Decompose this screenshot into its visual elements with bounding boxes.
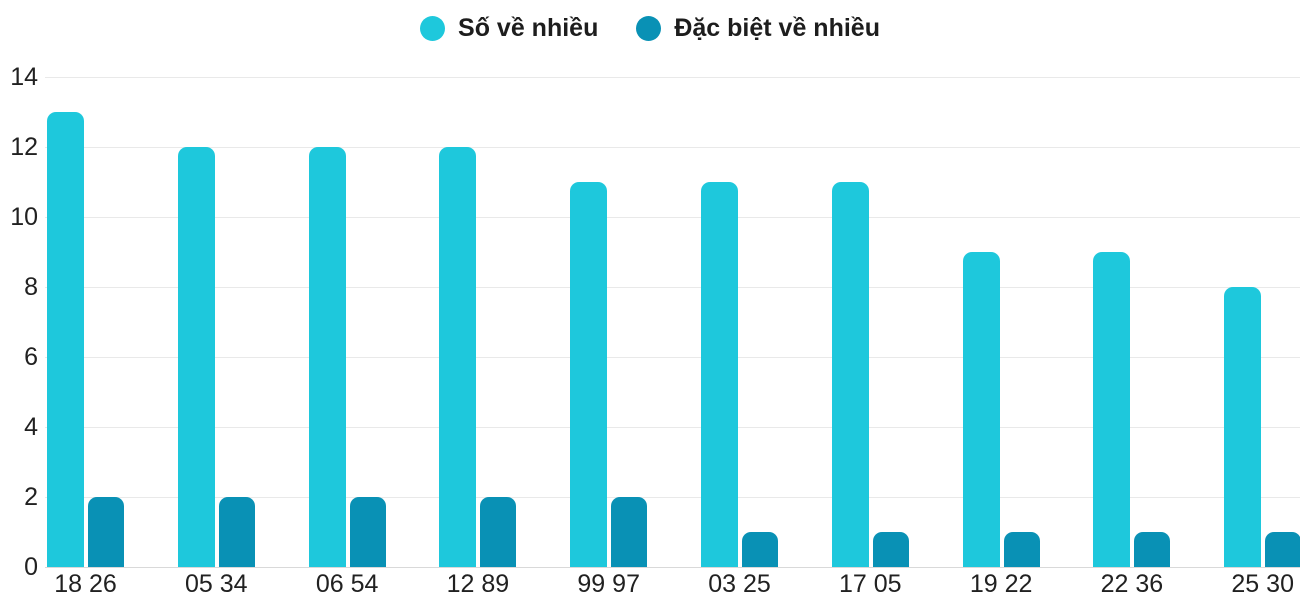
bar-dac-biet-ve-nhieu xyxy=(742,532,778,567)
bar-so-ve-nhieu xyxy=(47,112,84,567)
bar-dac-biet-ve-nhieu xyxy=(88,497,124,567)
x-axis-label: 06 54 xyxy=(315,570,379,598)
bar-so-ve-nhieu xyxy=(831,182,869,567)
x-axis-label: 22 36 xyxy=(1100,570,1164,598)
gridline xyxy=(45,427,1300,428)
bar-dac-biet-ve-nhieu xyxy=(1003,532,1040,567)
y-axis-label: 4 xyxy=(24,413,38,441)
y-axis-label: 12 xyxy=(10,133,38,161)
bar-dac-biet-ve-nhieu xyxy=(1265,532,1300,567)
x-axis-label: 18 26 xyxy=(54,570,117,598)
y-axis-label: 14 xyxy=(10,63,38,91)
y-axis-label: 8 xyxy=(24,273,38,301)
x-axis-label: 05 34 xyxy=(185,570,248,598)
legend-swatch-icon xyxy=(420,16,446,41)
bar-dac-biet-ve-nhieu xyxy=(480,497,517,567)
bar-so-ve-nhieu xyxy=(570,182,608,567)
bar-so-ve-nhieu xyxy=(439,147,477,567)
legend: Số về nhiều Đặc biệt về nhiều xyxy=(0,14,1300,43)
x-axis-label: 99 97 xyxy=(577,570,640,598)
x-axis-label: 25 30 xyxy=(1231,570,1294,598)
bar-dac-biet-ve-nhieu xyxy=(218,497,255,567)
x-axis-label: 17 05 xyxy=(839,570,902,598)
gridline xyxy=(45,357,1300,358)
gridline xyxy=(45,217,1300,218)
y-axis-label: 6 xyxy=(24,343,38,371)
bar-dac-biet-ve-nhieu xyxy=(872,532,909,567)
x-axis-line xyxy=(45,567,1300,568)
x-axis-label: 19 22 xyxy=(969,570,1033,598)
x-axis-label: 03 25 xyxy=(708,570,771,598)
x-axis-label: 12 89 xyxy=(446,570,510,598)
legend-label: Số về nhiều xyxy=(458,14,599,42)
legend-item[interactable]: Số về nhiều xyxy=(420,14,598,43)
gridline xyxy=(45,147,1300,148)
bar-dac-biet-ve-nhieu xyxy=(611,497,648,567)
bar-dac-biet-ve-nhieu xyxy=(349,497,386,567)
y-axis-label: 10 xyxy=(10,203,38,231)
gridline xyxy=(45,287,1300,288)
bar-so-ve-nhieu xyxy=(1224,287,1262,567)
y-axis-label: 0 xyxy=(24,553,38,581)
bar-so-ve-nhieu xyxy=(308,147,346,567)
gridline xyxy=(45,497,1300,498)
bar-so-ve-nhieu xyxy=(1093,252,1131,567)
bar-so-ve-nhieu xyxy=(701,182,738,567)
legend-label: Đặc biệt về nhiều xyxy=(674,14,880,42)
gridline xyxy=(45,77,1300,78)
legend-swatch-icon xyxy=(636,16,662,41)
legend-item[interactable]: Đặc biệt về nhiều xyxy=(636,14,880,43)
bar-so-ve-nhieu xyxy=(177,147,215,567)
bar-dac-biet-ve-nhieu xyxy=(1134,532,1171,567)
y-axis-label: 2 xyxy=(24,483,38,511)
bar-so-ve-nhieu xyxy=(962,252,1000,567)
